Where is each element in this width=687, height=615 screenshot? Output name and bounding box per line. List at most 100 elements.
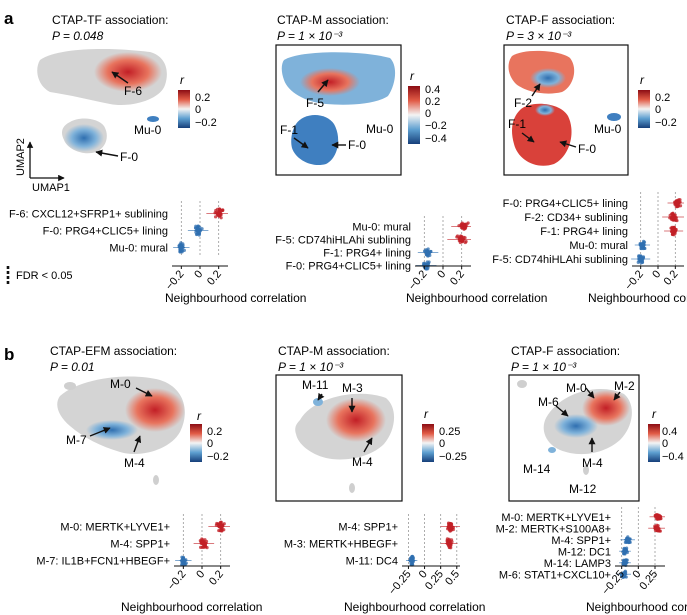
- umap-b3-label-m4: M-4: [582, 456, 603, 470]
- umap-a3-label-f1: F-1: [508, 117, 526, 131]
- swarm-point: [222, 528, 226, 532]
- umap-a3-label-f0: F-0: [578, 142, 596, 156]
- umap-a1-label-f0: F-0: [120, 150, 138, 164]
- swarm-tick-label: 0.2: [205, 268, 224, 287]
- umap-b3-arrow-m6: [555, 405, 569, 417]
- swarm-chart-b1: M-0: MERTK+LYVE1+ M-4: SPP1+ M-7: IL1B+FCN…: [36, 514, 262, 614]
- swarm-tick-label: 0: [435, 268, 448, 280]
- swarm-median-marker: [177, 244, 186, 251]
- umap-a3-frame: [503, 44, 629, 176]
- umap-b2-arrow-m11: [317, 392, 325, 401]
- umap-b1-label-m7: M-7: [66, 433, 87, 447]
- umap-b2-title: CTAP-M association:: [278, 344, 390, 358]
- umap-b2-arrow-m4: [363, 437, 373, 453]
- umap-a1-arrow-f0: [95, 149, 119, 157]
- umap-b2-legend-tick-2: −0.25: [439, 451, 467, 463]
- swarm-point: [179, 241, 183, 245]
- fdr-note: FDR < 0.05: [16, 270, 73, 282]
- umap-b3-small-cluster-1: [517, 380, 527, 388]
- swarm-x-axis-label: Neighbourhood correlation: [406, 291, 547, 305]
- swarm-category-label: F-2: CD34+ sublining: [524, 212, 628, 224]
- umap-a1-label-mu0: Mu-0: [134, 123, 162, 137]
- umap-a1-colorbar: [178, 90, 190, 128]
- swarm-category-label: F-0: PRG4+CLIC5+ lining: [43, 226, 168, 238]
- umap-b1-small-cluster-2: [153, 475, 159, 485]
- swarm-point: [411, 555, 415, 559]
- swarm-tick-label: 0.2: [207, 568, 226, 587]
- umap-a2-red-region: [300, 68, 360, 96]
- umap-b1-legend-tick-1: 0: [207, 438, 213, 450]
- swarm-tick-label: −0.2: [163, 268, 186, 292]
- umap-a1-legend-title: r: [180, 73, 185, 87]
- swarm-category-label: M-14: LAMP3: [544, 558, 611, 570]
- umap-b3-title: CTAP-F association:: [511, 344, 620, 358]
- umap-b1-label-m0: M-0: [110, 377, 131, 391]
- umap-a1-red-region: [94, 52, 162, 92]
- swarm-category-label: F-0: PRG4+CLIC5+ lining: [286, 261, 411, 273]
- umap-b3-m12-cluster: [583, 465, 589, 475]
- umap-a2-arrow-f1: [293, 137, 309, 149]
- umap-b1-colorbar: [190, 424, 202, 462]
- umap-b3-m14-cluster: [548, 447, 556, 453]
- panel-label-b: b: [4, 345, 14, 364]
- umap-b3-arrow-m0: [585, 387, 595, 399]
- umap-b1-red-region: [125, 388, 185, 432]
- swarm-category-label: M-11: DC4: [346, 556, 398, 568]
- umap-a3-label-mu0: Mu-0: [594, 122, 622, 136]
- swarm-median-marker: [407, 557, 416, 564]
- swarm-chart-a3: F-0: PRG4+CLIC5+ lining F-2: CD34+ sublin…: [492, 192, 687, 305]
- swarm-median-marker: [216, 523, 225, 530]
- swarm-median-marker: [199, 540, 208, 547]
- swarm-point: [678, 198, 682, 202]
- swarm-point: [641, 239, 646, 243]
- umap-a2-label-f0: F-0: [348, 138, 366, 152]
- swarm-category-label: M-0: MERTK+LYVE1+: [501, 512, 611, 524]
- umap-a2-legend-tick-0: 0.4: [425, 84, 440, 96]
- swarm-median-marker: [623, 536, 632, 543]
- swarm-x-axis-label: Neighbourhood correlation: [344, 600, 485, 614]
- umap-b2-label-m3: M-3: [342, 381, 363, 395]
- umap-a1-legend-tick-0: 0.2: [195, 92, 210, 104]
- umap-b3-legend-tick-2: −0.4: [662, 451, 684, 463]
- umap-a2-legend-tick-4: −0.4: [425, 133, 447, 145]
- umap-a1-pvalue: P = 0.048: [52, 29, 104, 43]
- umap-a3-legend-title: r: [640, 73, 645, 87]
- swarm-category-label: F-1: PRG4+ lining: [323, 248, 411, 260]
- umap-b1-legend-tick-2: −0.2: [207, 451, 229, 463]
- swarm-median-marker: [638, 242, 647, 248]
- swarm-median-marker: [445, 540, 454, 547]
- swarm-point: [219, 216, 223, 220]
- umap-b2-small-cluster: [349, 483, 355, 493]
- umap-a2-legend-tick-3: −0.2: [425, 120, 447, 132]
- swarm-median-marker: [621, 559, 629, 566]
- umap-b3-frame: [508, 374, 640, 502]
- umap-a3-arrow-f1: [521, 132, 535, 143]
- swarm-category-label: F-5: CD74hiHLAhi sublining: [275, 235, 411, 247]
- umap-b2-label-m11: M-11: [302, 378, 329, 392]
- swarm-point: [222, 522, 226, 526]
- swarm-point: [200, 537, 204, 541]
- umap-b3-legend-tick-1: 0: [662, 438, 668, 450]
- umap-a1-blue-region: [64, 124, 104, 152]
- umap-a3-blue-region: [530, 68, 566, 88]
- umap-b1-label-m4: M-4: [124, 456, 145, 470]
- umap-b2-frame: [275, 374, 403, 502]
- umap-b2-label-m4: M-4: [352, 455, 373, 469]
- panel-label-a: a: [4, 9, 14, 28]
- swarm-median-marker: [214, 210, 223, 217]
- swarm-chart-b2: M-4: SPP1+ M-3: MERTK+HBEGF+ M-11: DC4−0.2…: [284, 514, 485, 614]
- umap-a2-pvalue: P = 1 × 10⁻³: [277, 29, 343, 43]
- umap-b2: CTAP-M association: P = 1 × 10⁻³ M-11 M-…: [275, 344, 467, 502]
- umap-a2-label-mu0: Mu-0: [366, 122, 394, 136]
- swarm-category-label: M-4: SPP1+: [338, 522, 398, 534]
- umap-a2-colorbar: [408, 86, 420, 144]
- swarm-median-marker: [653, 525, 661, 532]
- umap-b3-arrow-m2: [613, 391, 621, 401]
- swarm-median-marker: [459, 223, 468, 230]
- swarm-category-label: F-5: CD74hiHLAhi sublining: [492, 254, 628, 266]
- umap-a3-legend-tick-1: 0: [655, 104, 661, 116]
- umap-b1-legend-tick-0: 0.2: [207, 426, 222, 438]
- umap-b3-legend-title: r: [652, 407, 657, 421]
- umap-b1-arrow-m0: [135, 387, 153, 397]
